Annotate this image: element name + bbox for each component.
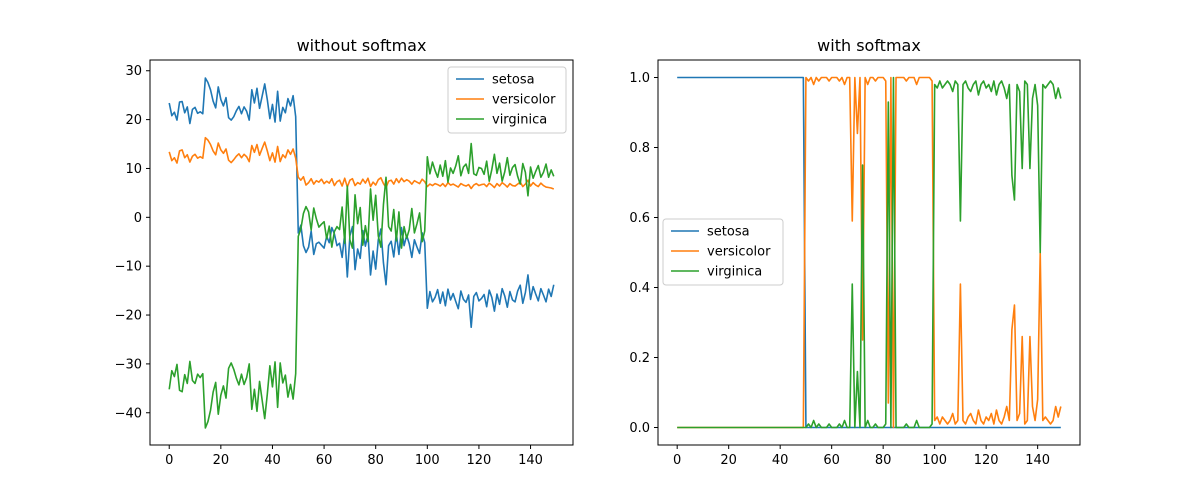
legend-label-virginica: virginica (492, 113, 547, 128)
legend-box (662, 218, 784, 286)
x-tick-label: 0 (165, 453, 173, 468)
y-tick-label: 20 (125, 113, 142, 128)
y-tick-label: 0.4 (629, 281, 650, 296)
chart-with-softmax: 0 20 40 60 80 100 120 140 0.0 0.2 0.4 0.6 0.8 1.0 with… (629, 36, 1081, 468)
chart-title: with softmax (817, 36, 921, 55)
y-tick-label: −40 (115, 406, 142, 421)
x-tick-label: 120 (467, 453, 492, 468)
series-lines (677, 76, 1062, 429)
y-tick-label: 1.0 (629, 71, 650, 86)
x-tick-label: 80 (875, 453, 892, 468)
x-tick-label: 60 (316, 453, 333, 468)
x-tick-label: 60 (823, 453, 840, 468)
legend-label-versicolor: versicolor (707, 245, 771, 260)
y-tick-label: −30 (115, 357, 142, 372)
x-tick-label: 140 (1025, 453, 1050, 468)
legend: setosa versicolor virginica (662, 218, 784, 286)
plot-frame (149, 59, 574, 446)
x-tick-label: 120 (974, 453, 999, 468)
series-line-versicolor (168, 136, 555, 190)
legend: setosa versicolor virginica (447, 66, 567, 134)
y-tick-label: 0.0 (629, 421, 650, 436)
y-tick-label: 30 (125, 64, 142, 79)
chart-without-softmax: 0 20 40 60 80 100 120 140 −40 −30 −20 −10 0 10 20 30 wit… (115, 36, 574, 468)
legend-label-virginica: virginica (707, 265, 762, 280)
x-tick-label: 40 (264, 453, 281, 468)
series-line-virginica (168, 142, 555, 429)
series-lines (168, 77, 555, 429)
y-tick-label: 0.2 (629, 351, 650, 366)
x-tick-label: 20 (720, 453, 737, 468)
y-tick-label: 10 (125, 162, 142, 177)
y-tick-label: 0.8 (629, 141, 650, 156)
legend-box (447, 66, 567, 134)
series-line-setosa (677, 76, 1061, 429)
y-tick-label: −20 (115, 309, 142, 324)
legend-label-versicolor: versicolor (492, 93, 556, 108)
x-tick-label: 40 (772, 453, 789, 468)
series-line-virginica (677, 76, 1062, 429)
plot-frame (657, 59, 1081, 446)
x-tick-label: 0 (673, 453, 681, 468)
x-tick-label: 100 (415, 453, 440, 468)
y-tick-label: −10 (115, 260, 142, 275)
x-tick-label: 80 (367, 453, 384, 468)
y-tick-label: 0 (134, 211, 142, 226)
x-tick-label: 100 (922, 453, 947, 468)
x-tick-label: 140 (518, 453, 543, 468)
series-line-setosa (168, 77, 555, 329)
y-tick-label: 0.6 (629, 211, 650, 226)
legend-label-setosa: setosa (707, 225, 750, 240)
chart-title: without softmax (297, 36, 427, 55)
legend-label-setosa: setosa (492, 73, 535, 88)
x-tick-label: 20 (213, 453, 230, 468)
